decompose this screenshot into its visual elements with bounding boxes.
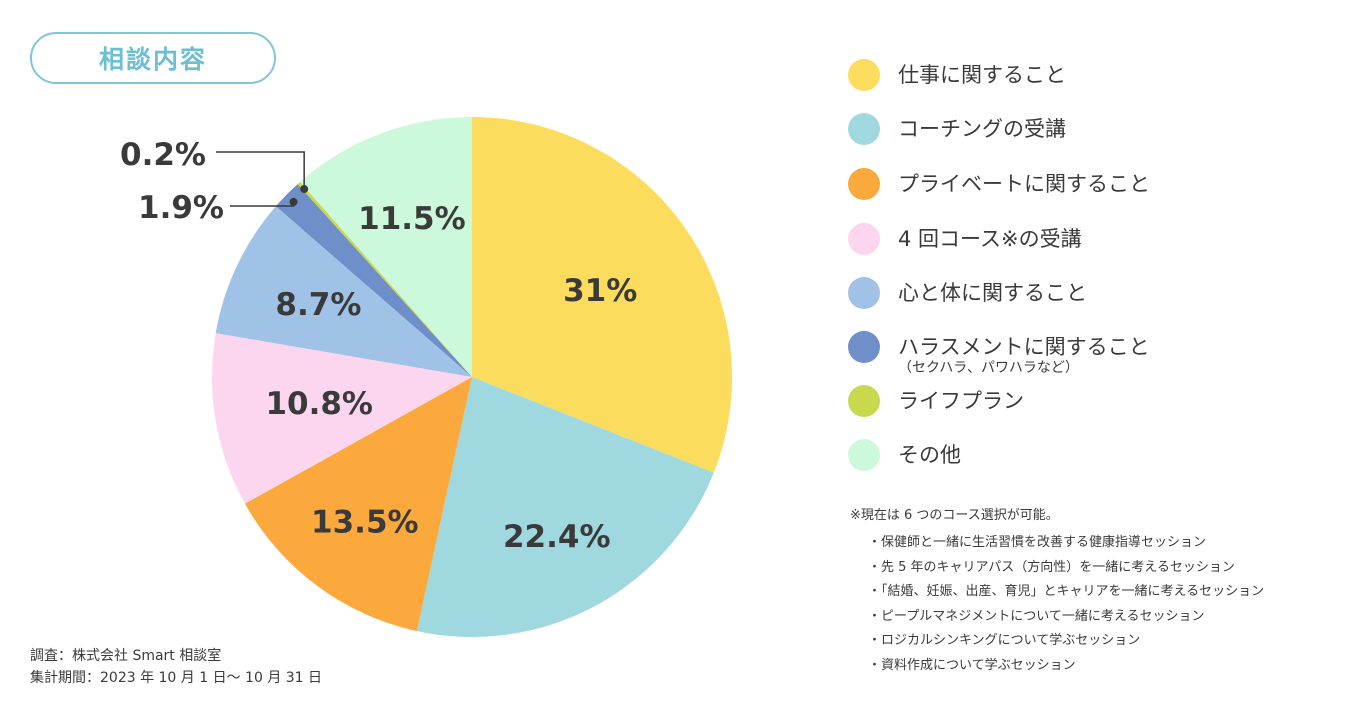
pie-slice <box>244 377 472 632</box>
legend-item: プライベートに関すること <box>848 167 1150 201</box>
notes-heading: ※現在は 6 つのコース選択が可能。 <box>850 508 1059 523</box>
leader-dot <box>300 185 309 194</box>
footer: 調査：株式会社 Smart 相談室 集計期間：2023 年 10 月 1 日〜 … <box>30 645 322 689</box>
legend-item: コーチングの受講 <box>848 112 1066 146</box>
legend-swatch <box>848 439 880 471</box>
slice-value-label: 31% <box>563 273 637 309</box>
legend-item: 仕事に関すること <box>848 58 1066 92</box>
slice-value-label: 8.7% <box>275 287 361 323</box>
slice-value-label: 0.2% <box>120 137 206 173</box>
survey-period: 集計期間：2023 年 10 月 1 日〜 10 月 31 日 <box>30 670 323 686</box>
leader-dot <box>289 197 298 206</box>
note-item: ・ロジカルシンキングについて学ぶセッション <box>868 633 1141 649</box>
note-item: ・ピープルマネジメントについて一緒に考えるセッション <box>868 608 1205 624</box>
legend-swatch <box>848 277 880 309</box>
legend-label: ハラスメントに関すること <box>898 335 1150 359</box>
pie-slice <box>212 333 472 504</box>
slice-value-label: 1.9% <box>138 190 224 226</box>
slice-value-label: 13.5% <box>311 505 419 541</box>
note-item: ・資料作成について学ぶセッション <box>868 657 1076 673</box>
slice-value-label: 10.8% <box>265 386 373 422</box>
pie-slice <box>472 117 732 473</box>
survey-source: 調査：株式会社 Smart 相談室 <box>30 648 222 664</box>
legend-label: その他 <box>898 443 961 467</box>
legend-item: 4 回コース※の受講 <box>848 222 1082 256</box>
legend-item: その他 <box>848 438 961 472</box>
pie-slice <box>275 184 472 377</box>
chart-title: 相談内容 <box>30 32 276 84</box>
pie-slice <box>300 117 472 377</box>
legend-swatch <box>848 385 880 417</box>
legend-label: プライベートに関すること <box>898 172 1150 196</box>
pie-slice <box>416 377 714 637</box>
note-item: ・先 5 年のキャリアパス（方向性）を一緒に考えるセッション <box>868 559 1235 575</box>
leader-line <box>216 151 305 190</box>
legend-swatch <box>848 59 880 91</box>
legend-swatch <box>848 168 880 200</box>
pie-chart: 31% 22.4% 13.5% 10.8% 8.7% 1.9% 0.2% 11.5% <box>120 117 732 637</box>
legend-sublabel: （セクハラ、パワハラなど） <box>898 360 1079 376</box>
legend-label: コーチングの受講 <box>898 117 1066 141</box>
pie-slice <box>215 206 472 377</box>
legend-swatch <box>848 113 880 145</box>
slice-value-label: 11.5% <box>358 201 466 237</box>
legend-label: ライフプラン <box>898 389 1024 413</box>
slice-value-label: 22.4% <box>503 519 611 555</box>
legend-item: ハラスメントに関すること （セクハラ、パワハラなど） <box>848 330 1150 376</box>
legend-swatch <box>848 223 880 255</box>
note-item: ・保健師と一緒に生活習慣を改善する健康指導セッション <box>868 535 1207 550</box>
pie-slice <box>297 181 472 377</box>
legend-label: 4 回コース※の受講 <box>898 227 1082 251</box>
note-item: ・「結婚、妊娠、出産、育児」とキャリアを一緒に考えるセッション <box>868 584 1265 600</box>
legend-item: 心と体に関すること <box>848 276 1087 310</box>
legend-label: 心と体に関すること <box>898 281 1087 305</box>
legend-label: 仕事に関すること <box>898 63 1066 87</box>
legend-item: ライフプラン <box>848 384 1024 418</box>
course-notes: ※現在は 6 つのコース選択が可能。 ・保健師と一緒に生活習慣を改善する健康指導… <box>850 506 1264 679</box>
legend-swatch <box>848 331 880 363</box>
